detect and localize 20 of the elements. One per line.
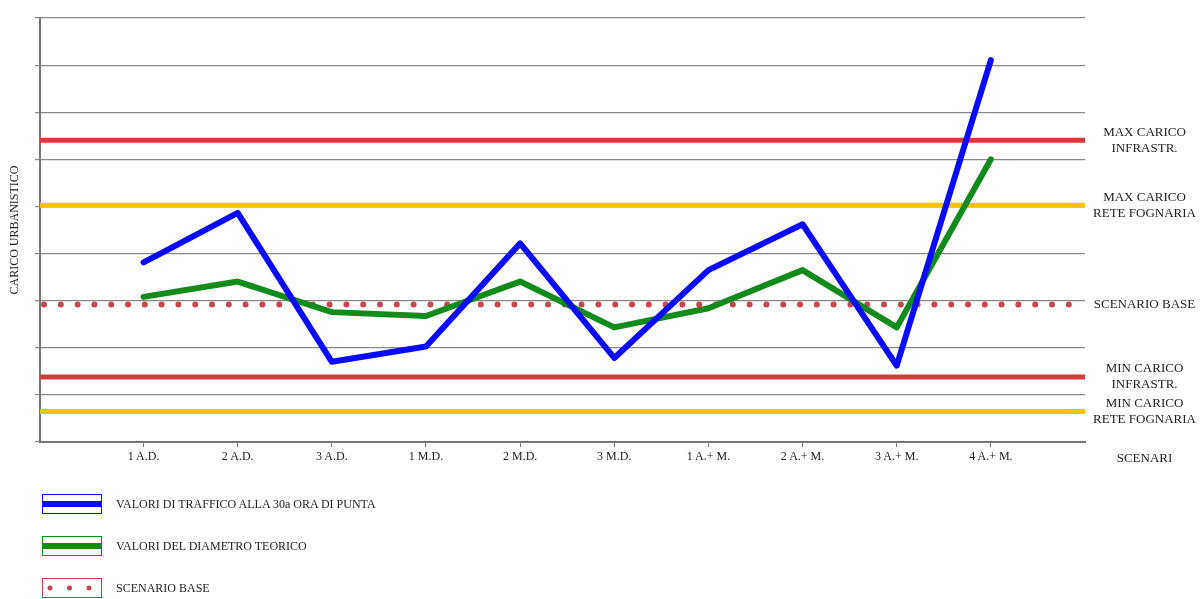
- x-tick-label: 1 A.+ M.: [686, 449, 731, 464]
- legend-label: VALORI DEL DIAMETRO TEORICO: [116, 538, 307, 554]
- x-tick-label: 2 M.D.: [502, 449, 538, 464]
- x-tick-label: 2 A.+ M.: [780, 449, 825, 464]
- ref-line-label: MAX CARICO RETE FOGNARIA: [1093, 188, 1197, 220]
- x-tick-label: 4 A.+ M.: [969, 449, 1013, 464]
- x-tick-label: 3 M.D.: [597, 449, 632, 464]
- x-axis-title: SCENARI: [1116, 450, 1173, 466]
- legend-label: VALORI DI TRAFFICO ALLA 30a ORA DI PUNTA: [116, 496, 376, 512]
- x-tick-label: 3 A.+ M.: [874, 449, 919, 464]
- ref-line-label: MIN CARICO RETE FOGNARIA: [1093, 394, 1197, 426]
- ref-line-label: SCENARIO BASE: [1093, 295, 1196, 311]
- x-tick-label: 3 A.D.: [316, 449, 348, 464]
- x-tick-label: 1 A.D.: [127, 449, 160, 464]
- ref-line-label: MAX CARICO INFRASTR.: [1103, 123, 1186, 155]
- x-tick-label: 1 M.D.: [408, 449, 444, 464]
- text: SCENARIO BASE: [116, 580, 210, 595]
- y-axis-title: CARICO URBANISTICO: [7, 165, 22, 295]
- x-tick-label: 2 A.D.: [221, 449, 254, 464]
- ref-line-label: MIN CARICO INFRASTR.: [1105, 360, 1184, 392]
